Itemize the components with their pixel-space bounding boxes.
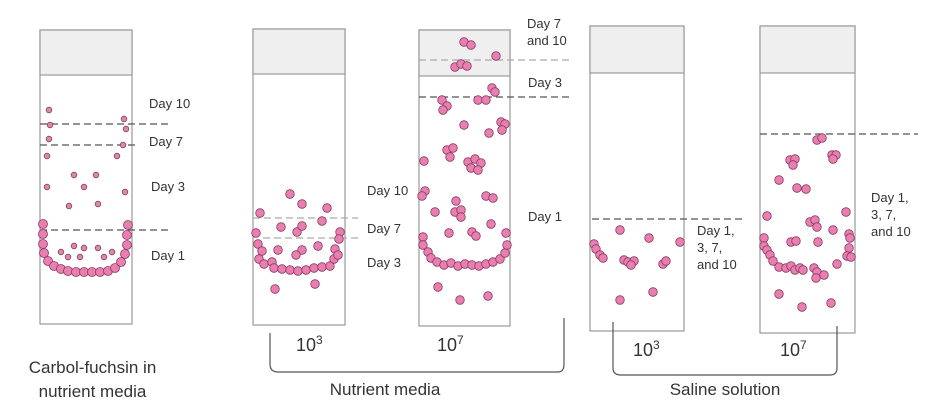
tube-nutrient-1e7 <box>417 29 572 327</box>
tube-cap <box>759 25 856 74</box>
tube-saline-1e7 <box>759 25 918 334</box>
label-day1: Day 1 <box>528 209 562 224</box>
tube-saline-1e3 <box>589 25 744 332</box>
caption-carbol-fuchsin: Carbol-fuchsin in nutrient media <box>28 358 157 401</box>
tube-nutrient-1e3 <box>251 28 358 326</box>
tube-cap <box>39 29 133 76</box>
group-label-saline-solution: Saline solution <box>669 380 781 399</box>
label-day3: Day 3 <box>367 255 401 270</box>
concentration-1e7: 107 <box>780 338 807 360</box>
concentration-1e7: 107 <box>437 333 464 355</box>
tube-carbol-fuchsin <box>38 29 172 325</box>
label-day7-and-10: Day 7 and 10 <box>527 16 567 48</box>
label-day-all: Day 1, 3, 7, and 10 <box>697 223 737 272</box>
concentration-1e3: 103 <box>296 333 323 355</box>
label-day7: Day 7 <box>367 221 401 236</box>
cells <box>417 37 512 305</box>
label-day-all: Day 1, 3, 7, and 10 <box>871 190 911 239</box>
label-day10: Day 10 <box>149 96 191 111</box>
group-label-nutrient-media: Nutrient media <box>329 380 441 399</box>
label-day7: Day 7 <box>149 134 183 149</box>
label-day3: Day 3 <box>528 75 562 90</box>
label-day1: Day 1 <box>151 248 185 263</box>
tube-cap <box>589 25 685 74</box>
tube-cap <box>252 28 346 75</box>
label-day10: Day 10 <box>367 183 409 198</box>
cells <box>251 189 345 294</box>
cells <box>38 106 133 277</box>
bracket-saline-solution <box>612 322 838 376</box>
bracket-nutrient-media <box>269 318 565 373</box>
concentration-1e3: 103 <box>633 338 660 360</box>
label-day3: Day 3 <box>151 179 185 194</box>
cells <box>589 225 685 305</box>
cells <box>759 133 856 312</box>
